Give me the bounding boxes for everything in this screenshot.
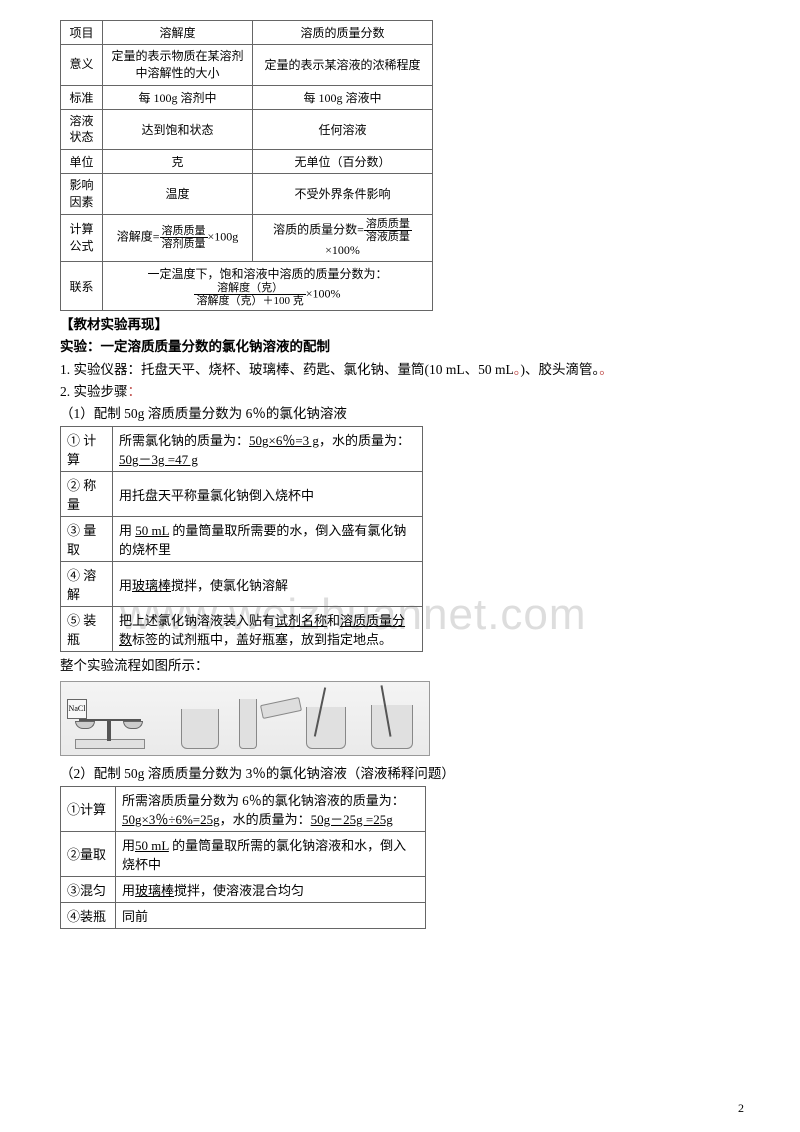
p2-step2-k: ②量取	[61, 831, 116, 876]
cylinder-icon	[239, 699, 257, 749]
p2-step3-k: ③混匀	[61, 876, 116, 902]
step3-k: ③ 量取	[61, 517, 113, 562]
calc-left-frac: 溶质质量溶剂质量	[160, 225, 208, 250]
flow-figure: NaCl	[60, 681, 430, 756]
row-calc-v1: 溶解度=溶质质量溶剂质量×100g	[103, 214, 253, 261]
beaker2-icon	[306, 707, 346, 749]
calc-right-frac: 溶质质量溶液质量	[364, 218, 412, 243]
row-std-v2: 每 100g 溶液中	[253, 85, 433, 109]
row-link-k: 联系	[61, 261, 103, 310]
link-line1: 一定温度下，饱和溶液中溶质的质量分数为：	[109, 265, 426, 282]
row-std-k: 标准	[61, 85, 103, 109]
step2-v: 用托盘天平称量氯化钠倒入烧杯中	[113, 472, 423, 517]
balance-post-icon	[107, 719, 111, 741]
part2-title: （2）配制 50g 溶质质量分数为 3％的氯化钠溶液（溶液稀释问题）	[60, 764, 740, 784]
step1-k: ① 计算	[61, 427, 113, 472]
row-state-v2: 任何溶液	[253, 109, 433, 150]
row-state-v1: 达到饱和状态	[103, 109, 253, 150]
calc-right-prefix: 溶质的质量分数=	[273, 222, 364, 236]
link-suffix: ×100%	[306, 286, 341, 300]
steps-line: 2. 实验步骤：	[60, 382, 740, 402]
p2-step3-v: 用玻璃棒搅拌，使溶液混合均匀	[116, 876, 426, 902]
balance-pan-right-icon	[123, 721, 143, 729]
step1-v: 所需氯化钠的质量为：50g×6％=3 g，水的质量为：50g－3g =47 g	[113, 427, 423, 472]
section-heading-1: 【教材实验再现】	[60, 315, 740, 335]
row-meaning-v1: 定量的表示物质在某溶剂中溶解性的大小	[103, 45, 253, 86]
row-calc-v2: 溶质的质量分数=溶质质量溶液质量 ×100%	[253, 214, 433, 261]
comparison-table: 项目 溶解度 溶质的质量分数 意义 定量的表示物质在某溶剂中溶解性的大小 定量的…	[60, 20, 433, 311]
beaker3-icon	[371, 705, 413, 749]
page-content: 项目 溶解度 溶质的质量分数 意义 定量的表示物质在某溶剂中溶解性的大小 定量的…	[0, 0, 800, 929]
row-factor-v2: 不受外界条件影响	[253, 174, 433, 215]
th-solubility: 溶解度	[103, 21, 253, 45]
p2-step1-k: ①计算	[61, 786, 116, 831]
experiment-title: 实验：一定溶质质量分数的氯化钠溶液的配制	[60, 337, 740, 357]
th-massfrac: 溶质的质量分数	[253, 21, 433, 45]
calc-left-prefix: 溶解度=	[117, 230, 160, 244]
step5-k: ⑤ 装瓶	[61, 607, 113, 652]
steps-table-1: ① 计算 所需氯化钠的质量为：50g×6％=3 g，水的质量为：50g－3g =…	[60, 426, 423, 652]
pour-icon	[260, 697, 302, 719]
row-meaning-v2: 定量的表示某溶液的浓稀程度	[253, 45, 433, 86]
row-std-v1: 每 100g 溶剂中	[103, 85, 253, 109]
beaker1-icon	[181, 709, 219, 749]
step5-v: 把上述氯化钠溶液装入贴有试剂名称和溶质质量分数标签的试剂瓶中，盖好瓶塞，放到指定…	[113, 607, 423, 652]
row-link-v: 一定温度下，饱和溶液中溶质的质量分数为： 溶解度（克）溶解度（克）＋100 克×…	[103, 261, 433, 310]
link-frac: 溶解度（克）溶解度（克）＋100 克	[194, 282, 305, 307]
step4-v: 用玻璃棒搅拌，使氯化钠溶解	[113, 562, 423, 607]
page-number: 2	[738, 1101, 744, 1116]
step3-v: 用 50 mL 的量筒量取所需要的水，倒入盛有氯化钠的烧杯里	[113, 517, 423, 562]
instruments-line: 1. 实验仪器：托盘天平、烧杯、玻璃棒、药匙、氯化钠、量筒(10 mL、50 m…	[60, 360, 740, 380]
steps-table-2: ①计算 所需溶质质量分数为 6％的氯化钠溶液的质量为：50g×3％÷6%=25g…	[60, 786, 426, 929]
step2-k: ② 称量	[61, 472, 113, 517]
p2-step1-v: 所需溶质质量分数为 6％的氯化钠溶液的质量为：50g×3％÷6%=25g，水的质…	[116, 786, 426, 831]
row-unit-k: 单位	[61, 150, 103, 174]
row-state-k: 溶液状态	[61, 109, 103, 150]
p2-step4-v: 同前	[116, 902, 426, 928]
row-unit-v2: 无单位（百分数）	[253, 150, 433, 174]
part1-title: （1）配制 50g 溶质质量分数为 6％的氯化钠溶液	[60, 404, 740, 424]
row-meaning-k: 意义	[61, 45, 103, 86]
calc-right-suffix: ×100%	[325, 243, 360, 257]
th-item: 项目	[61, 21, 103, 45]
calc-left-suffix: ×100g	[208, 230, 239, 244]
row-factor-v1: 温度	[103, 174, 253, 215]
balance-pan-left-icon	[75, 721, 95, 729]
row-unit-v1: 克	[103, 150, 253, 174]
p2-step4-k: ④装瓶	[61, 902, 116, 928]
step4-k: ④ 溶解	[61, 562, 113, 607]
row-calc-k: 计算公式	[61, 214, 103, 261]
flow-caption: 整个实验流程如图所示：	[60, 656, 740, 676]
nacl-box-icon: NaCl	[67, 699, 87, 719]
p2-step2-v: 用50 mL 的量筒量取所需的氯化钠溶液和水，倒入烧杯中	[116, 831, 426, 876]
row-factor-k: 影响因素	[61, 174, 103, 215]
